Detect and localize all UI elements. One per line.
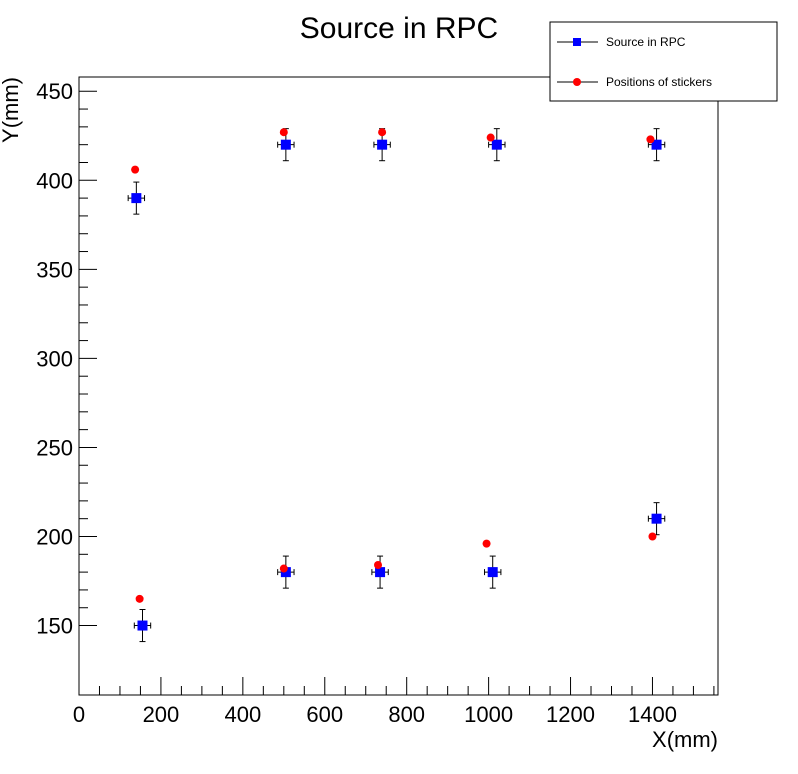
x-tick-label: 1200 — [546, 702, 595, 727]
x-tick-labels: 0 200 400 600 800 1000 1200 1400 — [73, 702, 677, 727]
y-tick-label: 300 — [36, 346, 73, 371]
legend-item: Source in RPC — [557, 35, 686, 49]
y-tick-label: 350 — [36, 257, 73, 282]
x-tick-label: 1000 — [464, 702, 513, 727]
data-point-square — [651, 513, 662, 524]
data-point-circle — [486, 133, 495, 142]
x-tick-label: 800 — [388, 702, 425, 727]
series-positions-of-stickers — [131, 128, 657, 603]
data-point-square — [377, 139, 388, 150]
plot-frame — [78, 76, 719, 696]
y-axis-label: Y(mm) — [0, 77, 23, 143]
data-point-circle — [482, 539, 491, 548]
data-point-circle — [131, 165, 140, 174]
data-point-square — [651, 139, 662, 150]
legend: Source in RPC Positions of stickers — [549, 21, 778, 102]
legend-label: Positions of stickers — [606, 75, 712, 89]
data-point-square — [131, 193, 142, 204]
legend-label: Source in RPC — [606, 35, 686, 49]
data-point-circle — [374, 560, 383, 569]
data-point-square — [491, 139, 502, 150]
data-point-square — [137, 620, 148, 631]
data-point-circle — [279, 564, 288, 573]
x-tick-label: 600 — [306, 702, 343, 727]
legend-item: Positions of stickers — [557, 75, 712, 89]
legend-marker-square — [573, 38, 581, 46]
x-axis-label: X(mm) — [652, 727, 718, 752]
data-point-square — [487, 567, 498, 578]
y-tick-label: 400 — [36, 168, 73, 193]
data-point-circle — [648, 532, 657, 541]
data-point-square — [375, 567, 386, 578]
x-tick-label: 400 — [224, 702, 261, 727]
data-series — [127, 128, 666, 643]
data-point-circle — [378, 128, 387, 137]
x-tick-label: 200 — [143, 702, 180, 727]
series-source-in-rpc — [127, 128, 666, 643]
axis-ticks — [78, 90, 715, 695]
y-tick-label: 200 — [36, 524, 73, 549]
y-tick-label: 250 — [36, 435, 73, 460]
x-tick-label: 1400 — [628, 702, 677, 727]
data-point-circle — [279, 128, 288, 137]
data-point-square — [280, 567, 291, 578]
axes — [78, 76, 719, 696]
data-point-square — [280, 139, 291, 150]
legend-box — [549, 21, 778, 102]
y-tick-label: 450 — [36, 79, 73, 104]
y-tick-label: 150 — [36, 614, 73, 639]
y-tick-labels: 150 200 250 300 350 400 450 — [36, 79, 73, 638]
data-point-circle — [135, 594, 144, 603]
x-tick-label: 0 — [73, 702, 85, 727]
legend-marker-circle — [573, 78, 581, 86]
data-point-circle — [646, 135, 655, 144]
chart-title: Source in RPC — [300, 12, 498, 45]
error-bar — [488, 128, 506, 162]
